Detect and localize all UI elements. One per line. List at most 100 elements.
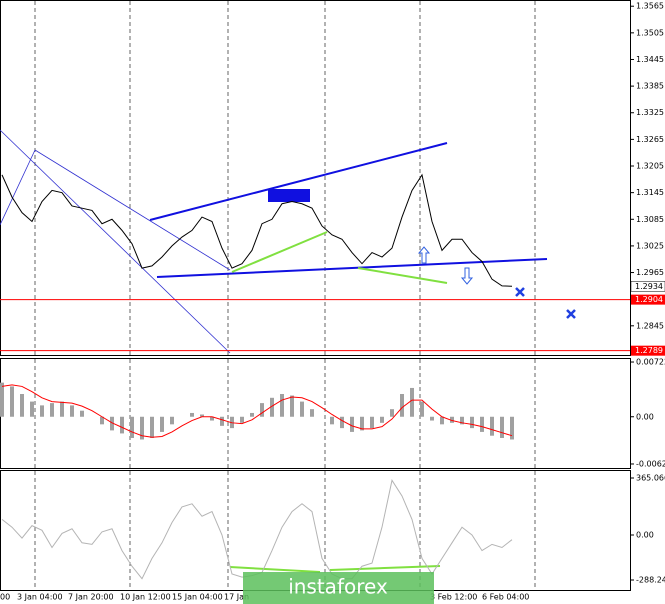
- histogram-bar: [270, 397, 274, 417]
- histogram-bar: [440, 416, 444, 425]
- x-tick-label: 15 Jan 04:00: [172, 593, 223, 602]
- histogram-bar: [260, 403, 264, 417]
- x-tick-label: 17 Jan: [224, 593, 249, 602]
- y-tick-label: 1.3085: [636, 215, 664, 224]
- histogram-bar: [400, 394, 404, 417]
- y-tick-label: 1.3145: [636, 188, 664, 197]
- histogram-bar: [420, 401, 424, 417]
- vertical-grid: [34, 1, 536, 590]
- y-tick-label: -288.242: [636, 575, 665, 584]
- price-tag-label: 1.2904: [635, 295, 663, 304]
- histogram-bar: [160, 416, 164, 432]
- y-tick-label: 1.3505: [636, 28, 664, 37]
- y-tick-label: 1.3445: [636, 55, 664, 64]
- histogram-bar: [210, 416, 214, 421]
- histogram-bar: [200, 414, 204, 417]
- histogram-bar: [490, 416, 494, 436]
- divergence-line: [357, 267, 448, 284]
- y-tick-label: 0.00722: [636, 358, 665, 367]
- histogram-bar: [250, 412, 254, 417]
- histogram-bar: [170, 416, 174, 425]
- trend-line: [149, 142, 448, 221]
- histogram-bar: [70, 405, 74, 417]
- y-tick-label: 1.3265: [636, 135, 664, 144]
- histogram-bar: [80, 410, 84, 417]
- histogram-bar: [0, 382, 4, 417]
- histogram-bar: [390, 409, 394, 417]
- histogram-bar: [40, 405, 44, 417]
- histogram-bar: [300, 401, 304, 417]
- x-tick-label: 7 Jan 20:00: [68, 593, 114, 602]
- y-tick-label: 1.2965: [636, 268, 664, 277]
- histogram-bar: [310, 409, 314, 417]
- histogram-bar: [480, 416, 484, 432]
- histogram-bar: [130, 416, 134, 438]
- price-line: [1, 173, 513, 287]
- divergence-line: [231, 231, 328, 273]
- histogram-bar: [290, 395, 294, 417]
- zone: [268, 189, 310, 202]
- histogram-bar: [220, 416, 224, 426]
- histogram-bar: [280, 394, 284, 417]
- histogram-bar: [470, 416, 474, 429]
- histogram-bar: [380, 416, 384, 423]
- price-tag: [631, 294, 665, 305]
- watermark: instaforex: [288, 575, 388, 599]
- x-tick-label: 6 Feb 04:00: [482, 593, 529, 602]
- y-tick-label: 1.3025: [636, 241, 664, 250]
- price-tag-label: 1.2934: [635, 282, 663, 291]
- histogram-bar: [430, 416, 434, 421]
- y-tick-label: 365.0666: [636, 473, 665, 482]
- y-tick-label: 1.3325: [636, 108, 664, 117]
- watermark-box: [243, 572, 434, 604]
- histogram-bar: [190, 412, 194, 417]
- price-frame: [0, 0, 631, 356]
- y-tick-label: 0.00: [636, 530, 654, 539]
- histogram-bar: [50, 403, 54, 417]
- histogram-bar: [370, 416, 374, 429]
- arrow-up: [417, 246, 431, 264]
- histogram-bar: [500, 416, 504, 438]
- x-tick-label: 3 Jan 04:00: [17, 593, 63, 602]
- histogram-bar: [240, 416, 244, 423]
- cross-mark: [515, 287, 525, 297]
- histogram-bar: [150, 416, 154, 438]
- histogram-bar: [140, 416, 144, 440]
- divergence-line: [229, 566, 321, 573]
- divergence-line: [329, 565, 441, 571]
- histogram-bar: [510, 416, 514, 440]
- y-tick-label: 1.3565: [636, 2, 664, 11]
- histogram-bar: [60, 401, 64, 417]
- x-tick-label: 00: [0, 593, 10, 602]
- channel-line: [0, 129, 231, 354]
- histogram-bar: [100, 416, 104, 425]
- histogram-bar: [30, 401, 34, 417]
- y-tick-label: 1.3205: [636, 162, 664, 171]
- price-tag: [630, 281, 665, 292]
- histogram-bar: [340, 416, 344, 429]
- channel-line: [34, 149, 231, 271]
- signal-line: [1, 384, 513, 438]
- histogram-bar: [350, 416, 354, 432]
- histogram-bar: [410, 387, 414, 417]
- x-tick-label: 10 Jan 12:00: [120, 593, 171, 602]
- cross-mark: [566, 309, 576, 319]
- y-tick-label: 1.3385: [636, 82, 664, 91]
- histogram-bar: [360, 416, 364, 431]
- histogram-bar: [120, 416, 124, 434]
- histogram-bar: [450, 416, 454, 423]
- price-tag: [631, 345, 665, 356]
- histogram-bar: [460, 416, 464, 425]
- histogram-bar: [330, 416, 334, 425]
- histogram-bar: [20, 394, 24, 417]
- histogram-bar: [10, 386, 14, 417]
- y-tick-label: 0.00: [636, 412, 654, 421]
- x-tick-label: 3 Feb 12:00: [430, 593, 477, 602]
- histogram-bar: [110, 416, 114, 431]
- channel-line: [0, 149, 36, 226]
- arrow-down: [460, 267, 474, 285]
